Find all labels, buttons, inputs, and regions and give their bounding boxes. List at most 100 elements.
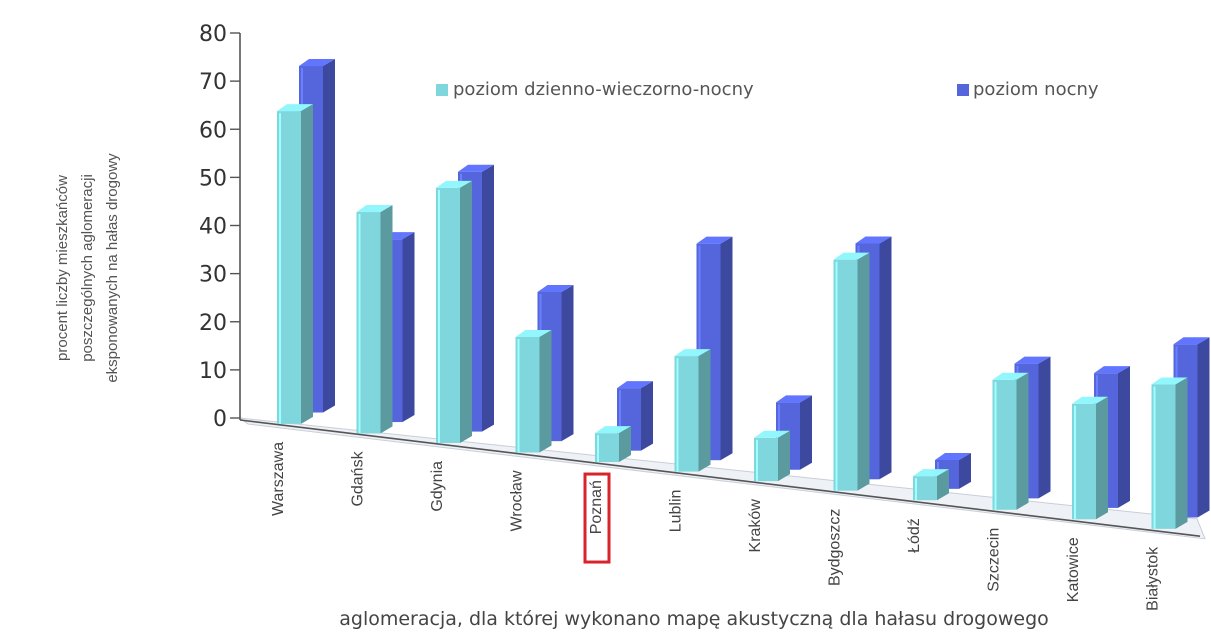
bar-dwn-0-top [277, 104, 313, 112]
bar-dwn-0-side [301, 104, 313, 424]
category-label: Wrocław [509, 470, 526, 531]
bars [277, 59, 1210, 529]
bar-nocny-3-side [561, 284, 574, 442]
bar-nocny-4-top [617, 381, 653, 389]
bar-dwn-9-top [992, 372, 1029, 380]
y-tick-label: 50 [199, 166, 227, 191]
y-tick-label: 30 [199, 263, 227, 288]
bar-nocny-8-top [935, 452, 971, 460]
bar-nocny-9-side [1038, 356, 1051, 499]
legend-swatch-dwn [436, 84, 448, 96]
bar-dwn-10 [1072, 396, 1108, 520]
category-label: Warszawa [270, 442, 287, 516]
bar-dwn-1 [356, 205, 393, 434]
bar-dwn-11-top [1151, 377, 1188, 385]
bar-dwn-2-side [460, 180, 472, 443]
category-label-group: Warszawa [270, 442, 287, 516]
category-label: Łódź [906, 518, 923, 553]
bar-dwn-6 [754, 430, 790, 482]
category-label-group: Gdańsk [350, 450, 367, 506]
category-label-group: Lublin [668, 490, 685, 533]
bar-dwn-5-side [698, 349, 711, 472]
category-label: Gdynia [429, 461, 446, 512]
bar-dwn-6-top [754, 430, 790, 438]
bar-nocny-6-top [776, 395, 812, 403]
bar-nocny-4-side [641, 381, 653, 451]
bar-dwn-7-side [857, 252, 870, 491]
y-tick-label: 0 [213, 407, 227, 432]
bar-nocny-6-side [800, 395, 812, 470]
bar-nocny-0-side [323, 59, 335, 413]
bar-dwn-2 [436, 180, 472, 443]
legend-swatch-nocny [957, 84, 969, 96]
bar-dwn-4 [595, 426, 631, 463]
category-label: Katowice [1065, 537, 1082, 602]
category-label-group: Białystok [1145, 546, 1162, 611]
floor-front-edge [239, 419, 1201, 537]
bar-dwn-7-top [833, 252, 870, 260]
bar-dwn-10-top [1072, 396, 1108, 404]
bar-dwn-8 [913, 469, 949, 501]
y-axis-label-line-1: procent liczby mieszkańców [54, 175, 71, 361]
bar-dwn-5 [674, 349, 711, 472]
bar-dwn-6-side [778, 430, 790, 482]
bar-dwn-9 [992, 372, 1029, 510]
bar-dwn-11-side [1175, 377, 1188, 529]
legend-label-dwn: poziom dzienno-wieczorno-nocny [453, 79, 754, 100]
x-axis-categories: Warszawa Gdańsk Gdynia Wrocław Poznań Lublin K… [270, 442, 1162, 611]
y-tick-label: 20 [199, 311, 227, 336]
y-tick-label: 10 [199, 359, 227, 384]
category-label-group: Bydgoszcz [827, 509, 844, 586]
bar-dwn-9-side [1016, 372, 1029, 510]
category-label-group: Poznań [583, 472, 611, 564]
chart-floor [238, 417, 1206, 540]
category-label: Gdańsk [350, 450, 367, 506]
y-tick-label: 40 [199, 215, 227, 240]
bar-nocny-5-side [720, 236, 733, 461]
category-label: Poznań [588, 480, 605, 534]
category-label: Lublin [668, 490, 685, 533]
category-label-group: Łódź [906, 518, 923, 553]
bar-dwn-8-top [913, 469, 949, 477]
bar-nocny-0-top [299, 59, 335, 67]
bar-nocny-8-side [959, 452, 971, 489]
category-label: Kraków [747, 499, 764, 553]
bar-nocny-9-top [1014, 356, 1051, 364]
y-axis: 0 10 20 30 40 50 60 70 80 [199, 22, 241, 432]
legend-label-nocny: poziom nocny [973, 79, 1099, 100]
bar-dwn-1-side [380, 205, 393, 434]
bar-nocny-7-side [879, 236, 892, 480]
x-axis-label: aglomeracja, dla której wykonano mapę ak… [339, 608, 1049, 630]
bar-nocny-10-top [1094, 366, 1130, 374]
y-axis-label-line-2: poszczególnych aglomeracji [79, 174, 96, 362]
bar-nocny-2-top [458, 164, 494, 172]
category-label-group: Katowice [1065, 537, 1082, 602]
y-tick-label: 60 [199, 118, 227, 143]
y-tick-label: 70 [199, 70, 227, 95]
bar-nocny-11-top [1173, 337, 1210, 345]
legend: poziom dzienno-wieczorno-nocny poziom no… [436, 79, 1099, 100]
bar-nocny-1-side [402, 232, 415, 423]
highlight-box [583, 472, 611, 564]
category-label-group: Kraków [747, 499, 764, 553]
category-label-group: Gdynia [429, 461, 446, 512]
category-label: Białystok [1145, 546, 1162, 611]
bar-dwn-11 [1151, 377, 1188, 529]
bar-dwn-3 [515, 330, 552, 453]
bar-dwn-10-side [1096, 396, 1108, 520]
y-axis-label-line-3: eksponowanych na hałas drogowy [104, 153, 121, 383]
category-label: Szczecin [986, 528, 1003, 592]
category-label-group: Szczecin [986, 528, 1003, 592]
bar-dwn-7 [833, 252, 870, 491]
bar-dwn-2-top [436, 180, 472, 188]
bar-dwn-4-top [595, 426, 631, 434]
bar-dwn-8-side [937, 469, 949, 501]
bar-dwn-4-side [619, 426, 631, 463]
bar-nocny-11-side [1197, 337, 1210, 518]
bar-dwn-0 [277, 104, 313, 424]
bar-nocny-7-top [855, 236, 892, 244]
category-label-group: Wrocław [509, 470, 526, 531]
bar-nocny-3-top [537, 284, 574, 292]
